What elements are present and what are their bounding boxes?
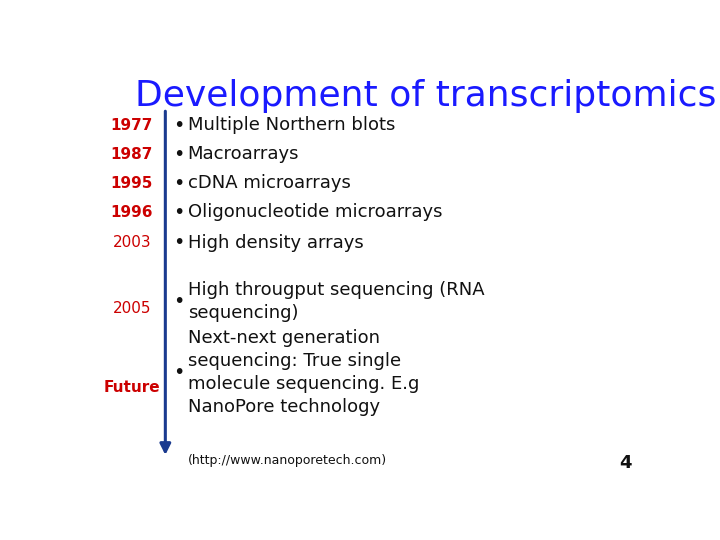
Text: •: • [174,145,185,164]
Text: •: • [174,203,185,222]
Text: 2003: 2003 [112,235,151,250]
Text: •: • [174,363,185,382]
Text: •: • [174,116,185,134]
Text: (http://www.nanoporetech.com): (http://www.nanoporetech.com) [188,454,387,467]
Text: Development of transcriptomics: Development of transcriptomics [135,79,716,113]
Text: Next-next generation
sequencing: True single
molecule sequencing. E.g
NanoPore t: Next-next generation sequencing: True si… [188,329,419,416]
Text: cDNA microarrays: cDNA microarrays [188,174,351,192]
Text: 1987: 1987 [111,147,153,161]
Text: 1995: 1995 [111,176,153,191]
Text: Oligonucleotide microarrays: Oligonucleotide microarrays [188,204,442,221]
Text: •: • [174,174,185,193]
Text: High density arrays: High density arrays [188,234,364,252]
Text: Multiple Northern blots: Multiple Northern blots [188,116,395,134]
Text: •: • [174,233,185,252]
Text: Future: Future [104,380,160,395]
Text: 1996: 1996 [111,205,153,220]
Text: 4: 4 [618,454,631,472]
Text: 1977: 1977 [111,118,153,133]
Text: •: • [174,292,185,311]
Text: Macroarrays: Macroarrays [188,145,299,163]
Text: High througput sequencing (RNA
sequencing): High througput sequencing (RNA sequencin… [188,281,485,322]
Text: 2005: 2005 [112,301,151,315]
